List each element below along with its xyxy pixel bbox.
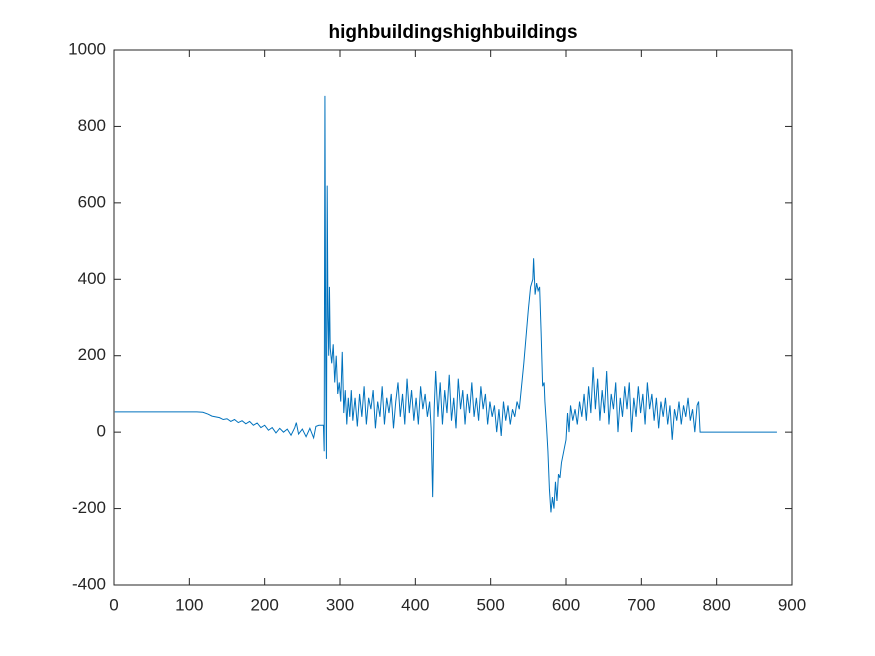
y-tick-label: 1000 xyxy=(68,39,106,58)
x-tick-label: 300 xyxy=(326,595,354,614)
y-tick-label: 200 xyxy=(78,345,106,364)
y-tick-label: 600 xyxy=(78,192,106,211)
x-tick-label: 700 xyxy=(627,595,655,614)
data-line xyxy=(114,95,777,513)
axes-box xyxy=(113,49,793,586)
x-tick-label: 900 xyxy=(778,595,806,614)
y-tick-label: -200 xyxy=(72,498,106,517)
x-tick-label: 600 xyxy=(552,595,580,614)
y-tick-label: 800 xyxy=(78,116,106,135)
chart-title: highbuildingshighbuildings xyxy=(328,22,577,43)
x-tick-label: 200 xyxy=(250,595,278,614)
x-tick-label: 0 xyxy=(109,595,118,614)
y-tick-label: 400 xyxy=(78,269,106,288)
x-tick-label: 500 xyxy=(476,595,504,614)
y-tick-label: 0 xyxy=(97,422,106,441)
x-tick-label: 800 xyxy=(702,595,730,614)
x-tick-label: 100 xyxy=(175,595,203,614)
x-tick-label: 400 xyxy=(401,595,429,614)
y-tick-label: -400 xyxy=(72,574,106,593)
